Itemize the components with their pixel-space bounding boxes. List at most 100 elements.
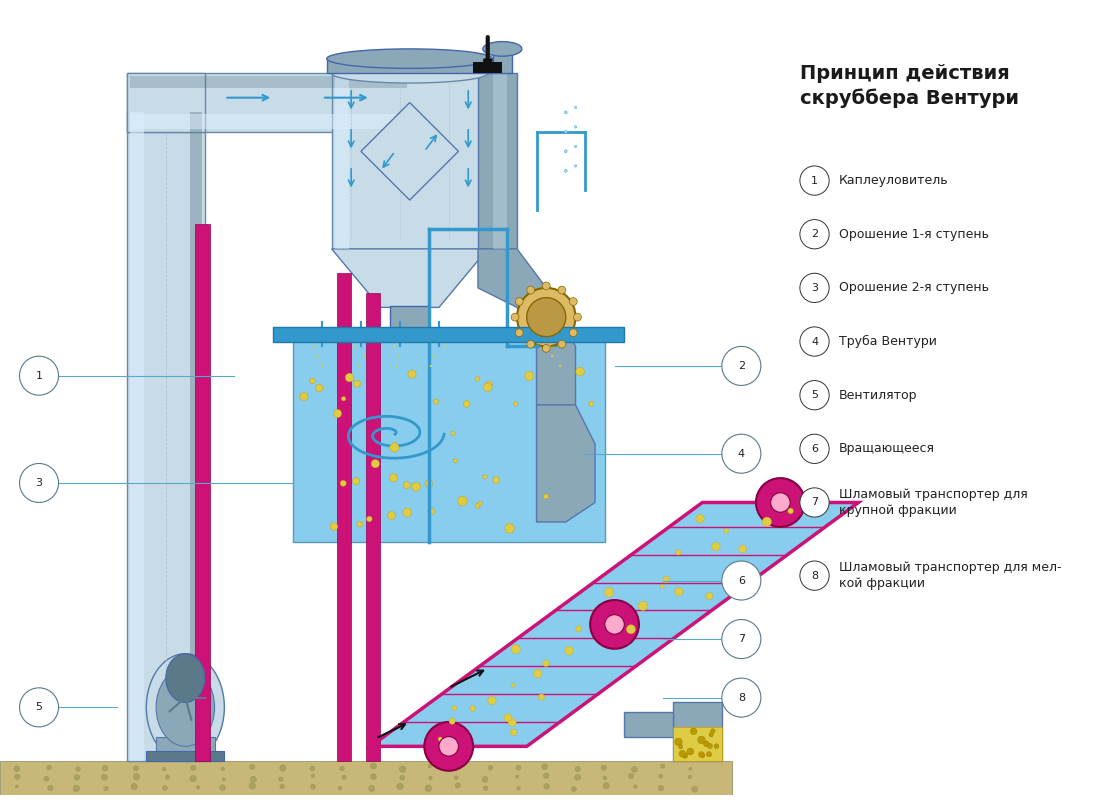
Polygon shape [673,727,722,761]
Ellipse shape [147,654,224,761]
Circle shape [714,744,719,749]
Circle shape [564,150,567,153]
Text: Труба Вентури: Труба Вентури [839,335,937,348]
Circle shape [696,514,704,522]
Circle shape [107,775,111,780]
Circle shape [756,478,805,527]
Circle shape [739,545,747,553]
Circle shape [312,766,316,771]
Bar [478,73,517,249]
Circle shape [800,166,829,195]
Circle shape [604,776,607,779]
Circle shape [662,783,668,790]
Circle shape [543,282,551,290]
Circle shape [544,494,548,499]
Circle shape [698,736,705,744]
Circle shape [763,517,771,526]
Circle shape [281,774,285,779]
Bar [147,751,224,761]
Circle shape [574,165,577,167]
Circle shape [457,497,467,506]
Ellipse shape [157,668,214,746]
Bar [190,112,202,761]
Circle shape [195,765,200,770]
Circle shape [604,588,614,597]
Circle shape [455,783,461,788]
Circle shape [366,516,372,522]
Circle shape [252,774,255,778]
Circle shape [310,378,315,384]
Bar [673,703,722,761]
Ellipse shape [483,42,522,56]
Circle shape [340,481,346,486]
Circle shape [574,106,577,109]
Circle shape [709,733,714,737]
Circle shape [800,273,829,303]
Circle shape [561,365,563,367]
Circle shape [20,687,59,727]
Circle shape [425,480,433,487]
Circle shape [47,786,50,791]
Text: Каплеуловитель: Каплеуловитель [839,174,949,187]
Circle shape [424,722,473,770]
Circle shape [573,765,577,770]
Circle shape [398,776,402,779]
Circle shape [345,374,354,382]
Circle shape [588,401,594,407]
Text: 8: 8 [811,571,818,580]
Circle shape [770,493,790,512]
Circle shape [690,728,697,735]
Bar [473,61,503,73]
Circle shape [706,752,712,757]
Circle shape [679,750,686,757]
Polygon shape [332,249,487,308]
Text: Вентилятор: Вентилятор [839,389,917,402]
Circle shape [574,313,582,321]
Circle shape [49,764,53,768]
Circle shape [659,763,666,770]
Text: 1: 1 [811,175,818,186]
Polygon shape [127,73,205,132]
Circle shape [456,776,460,779]
Polygon shape [478,249,575,405]
Circle shape [441,345,443,348]
Circle shape [44,776,51,782]
Circle shape [543,345,551,353]
Text: 1: 1 [36,370,42,381]
Ellipse shape [326,49,493,68]
Circle shape [191,775,194,778]
Circle shape [635,765,638,768]
Circle shape [403,481,411,489]
Circle shape [14,775,20,781]
Bar [130,112,144,761]
Circle shape [527,287,535,294]
Circle shape [545,774,552,782]
Circle shape [800,220,829,249]
Circle shape [692,774,695,778]
Text: Орошение 2-я ступень: Орошение 2-я ступень [839,282,989,295]
Circle shape [558,287,566,294]
Circle shape [633,786,637,791]
Circle shape [407,370,416,378]
Circle shape [456,767,461,771]
Circle shape [371,460,380,468]
Bar [0,761,731,795]
Bar [624,712,673,737]
Circle shape [391,345,393,348]
Bar [326,59,493,73]
Circle shape [629,776,635,782]
Circle shape [486,763,492,769]
Circle shape [543,660,549,667]
Circle shape [722,561,760,600]
Circle shape [683,753,688,758]
Circle shape [360,355,362,357]
Circle shape [724,529,728,533]
Circle shape [402,365,404,367]
Circle shape [366,774,373,780]
Circle shape [569,298,577,305]
Circle shape [534,669,542,678]
Circle shape [675,738,683,745]
Circle shape [453,459,457,463]
Circle shape [300,393,309,401]
Circle shape [698,752,704,758]
